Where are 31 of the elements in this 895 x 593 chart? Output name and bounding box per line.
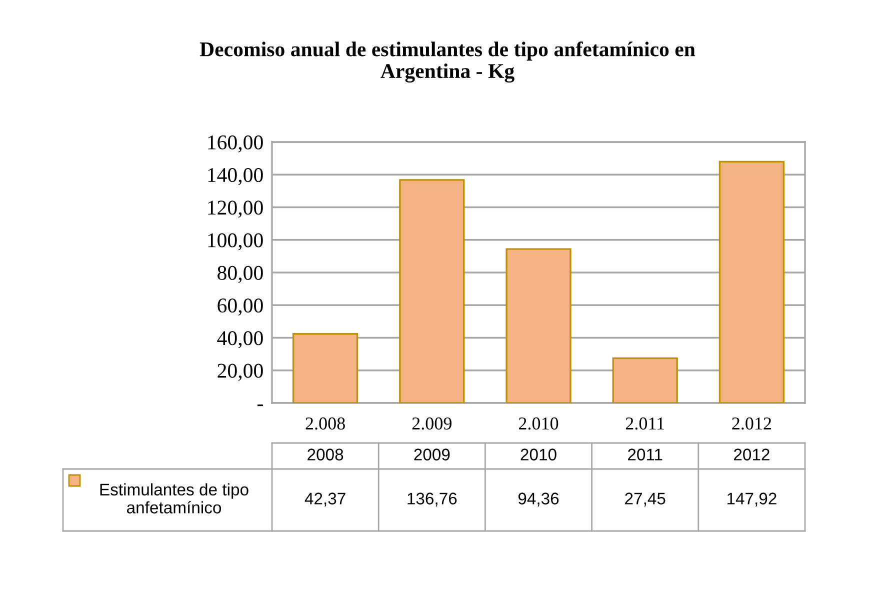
text: 2011 [628,448,662,460]
x-tick-label: 2.009 [412,417,452,430]
data-label: 147,92 [727,492,776,506]
data-label: 42,37 [304,492,346,506]
bar [506,248,572,403]
bar [612,357,678,403]
y-tick-label: 60,00 [218,298,263,316]
bar [292,333,358,403]
y-tick-label: 80,00 [218,266,263,283]
y-tick-label: - [258,404,263,406]
bar [399,179,465,403]
y-tick-label: 40,00 [217,331,263,348]
text: 2009 [414,448,450,460]
x-tick-label: 2.008 [306,417,345,430]
bar [718,160,785,403]
y-tick-label: 140,00 [208,168,263,186]
text: 2008 [308,448,344,460]
y-tick-label: 160,00 [208,135,263,152]
data-label: 136,76 [408,492,457,506]
x-tick-label: 2.012 [732,417,772,430]
text: Estimulantes de tipo anfetamínico [100,483,248,514]
y-tick-label: 20,00 [218,364,263,381]
y-tick-label: 100,00 [208,233,263,250]
y-tick-label: 120,00 [208,200,263,218]
data-label: 94,36 [518,492,559,506]
x-tick-label: 2.010 [518,417,558,430]
text: 2012 [734,448,770,460]
chart-title: Decomiso anual de estimulantes de tipo anfetamínico en Argentina - Kg [200,41,696,83]
text: 2010 [520,448,556,460]
x-tick-label: 2.011 [626,417,664,430]
data-label: 27,45 [625,492,666,506]
